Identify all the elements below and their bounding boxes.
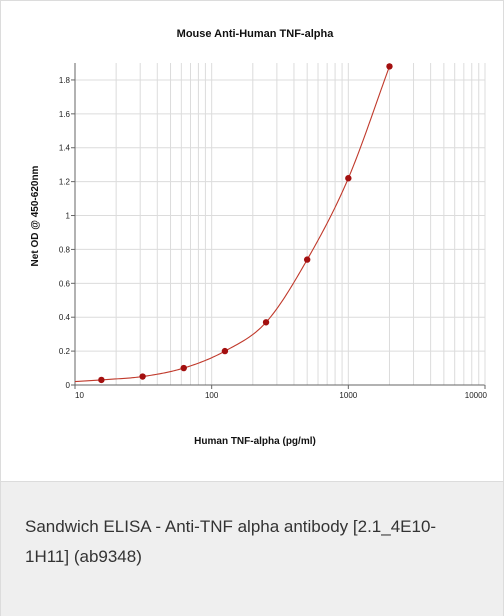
fit-curve xyxy=(74,66,390,383)
data-points xyxy=(98,63,393,384)
data-point xyxy=(262,319,270,326)
x-tick-label: 100 xyxy=(205,391,219,400)
data-point xyxy=(139,373,146,380)
y-tick-label: 1.4 xyxy=(59,144,71,153)
x-axis-label: Human TNF-alpha (pg/ml) xyxy=(194,436,316,447)
data-point xyxy=(221,347,229,355)
data-point xyxy=(345,175,352,182)
y-tick-label: 0.2 xyxy=(59,347,71,356)
data-point xyxy=(180,364,187,372)
grid xyxy=(75,63,485,385)
caption-text: Sandwich ELISA - Anti-TNF alpha antibody… xyxy=(25,517,437,566)
y-tick-label: 0.4 xyxy=(59,313,71,322)
y-tick-label: 1.2 xyxy=(59,178,71,187)
x-tick-label: 1000 xyxy=(339,391,357,400)
axes xyxy=(74,63,486,386)
y-tick-label: 1.6 xyxy=(59,110,71,119)
chart-area: Mouse Anti-Human TNF-alpha 0 0.2 0.4 0.6 0.8… xyxy=(1,1,503,481)
y-tick-label: 0.6 xyxy=(59,279,71,288)
y-tick-label: 0.8 xyxy=(59,245,71,254)
data-point xyxy=(386,63,393,70)
y-tick-label: 0 xyxy=(66,381,71,390)
data-point xyxy=(303,256,311,263)
y-tick-label: 1.8 xyxy=(59,76,71,85)
y-tick-label: 1 xyxy=(66,212,71,221)
y-axis-label: Net OD @ 450-620nm xyxy=(30,165,41,266)
x-tick-label: 10 xyxy=(75,391,84,400)
x-tick-label: 10000 xyxy=(465,391,488,400)
data-point xyxy=(98,376,105,384)
tick-labels: 0 0.2 0.4 0.6 0.8 1 1.2 1.4 1.6 1.8 10 100 1000 10000 xyxy=(59,76,488,400)
chart-title: Mouse Anti-Human TNF-alpha xyxy=(177,28,335,40)
caption-panel: Sandwich ELISA - Anti-TNF alpha antibody… xyxy=(1,481,503,616)
elisa-chart: Mouse Anti-Human TNF-alpha 0 0.2 0.4 0.6 0.8… xyxy=(30,28,488,447)
